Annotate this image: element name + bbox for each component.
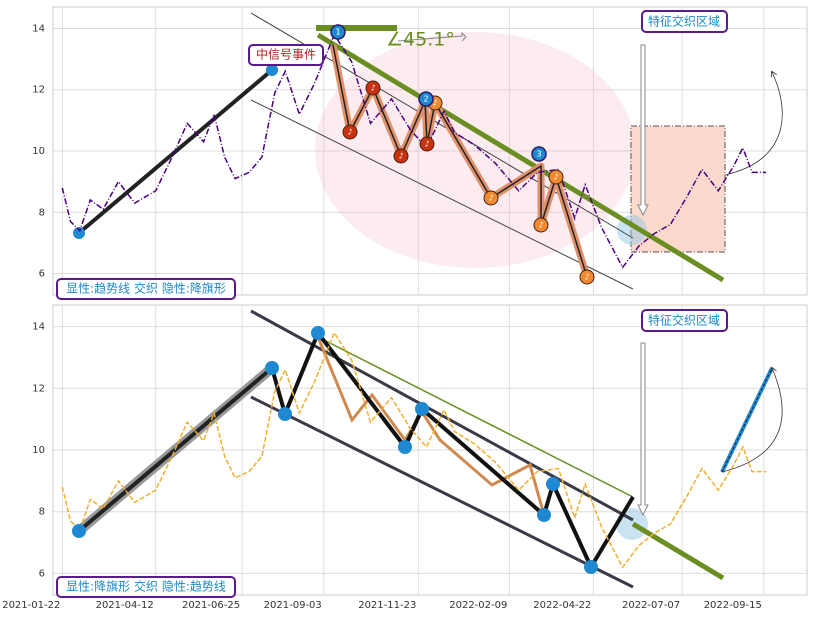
pattern-label: 显性:降旗形 交织 隐性:趋势线 [66, 579, 226, 594]
curve-arrow [721, 368, 783, 473]
pivot [537, 508, 551, 522]
note-icon: ♪ [432, 99, 437, 108]
channel-lower [250, 395, 634, 589]
y-tick-label: 8 [39, 507, 45, 518]
note-circle [393, 148, 409, 164]
pivot [546, 477, 560, 491]
note-icon: ♪ [424, 140, 429, 149]
trend-black [77, 68, 274, 235]
note-circle [342, 124, 358, 140]
pattern-box [56, 576, 236, 598]
top-decor [73, 12, 783, 290]
pivot [72, 524, 86, 538]
note-circle [419, 136, 435, 152]
trend-thin [317, 336, 634, 498]
note-icon: ♪ [538, 221, 543, 230]
note-circle [548, 169, 564, 185]
zone-label: 特征交织区域 [648, 14, 720, 29]
zone-arrow [637, 342, 649, 517]
note-icon: ♪ [347, 128, 352, 137]
price-line [61, 331, 767, 569]
curve-arrow [724, 72, 783, 176]
angle-arrow [397, 31, 467, 42]
x-tick-label: 2022-07-07 [622, 600, 680, 611]
price-lines [61, 32, 767, 569]
x-tick-label: 2021-01-22 [2, 600, 60, 611]
event-label: 中信号事件 [256, 47, 316, 62]
note-icon: ♪ [488, 194, 493, 203]
y-tick-label: 8 [39, 207, 45, 218]
highlight-ellipse [315, 32, 635, 268]
zone-arrow [637, 44, 649, 217]
x-tick-label: 2022-02-09 [449, 600, 507, 611]
y-tick-label: 6 [39, 568, 45, 579]
pivots [72, 326, 598, 574]
pivot [398, 440, 412, 454]
note-icon: ♪ [553, 173, 558, 182]
channel-lower [250, 99, 634, 290]
zone-box [641, 309, 728, 332]
x-tick-label: 2021-06-25 [182, 600, 240, 611]
y-tick-label: 6 [39, 269, 45, 280]
markers: 1 2 3 [330, 24, 547, 162]
pivot [278, 407, 292, 421]
x-tick-label: 2021-09-03 [264, 600, 322, 611]
note-circle [483, 190, 499, 206]
pivot [265, 361, 279, 375]
pivot [73, 227, 85, 239]
note-circle [533, 217, 549, 233]
note-icon: ♪ [584, 273, 589, 282]
y-tick-label: 10 [32, 445, 45, 456]
grid [53, 7, 807, 595]
zone-label: 特征交织区域 [648, 313, 720, 328]
note-circle [579, 269, 595, 285]
pattern-box [56, 278, 236, 300]
pivot [415, 402, 429, 416]
pivot [311, 326, 325, 340]
marker-label: 3 [536, 150, 541, 159]
x-tick-label: 2021-04-12 [96, 600, 154, 611]
price-line [61, 32, 767, 269]
pivot [266, 64, 278, 76]
marker [330, 24, 346, 40]
event-box [248, 44, 324, 66]
pivot [584, 560, 598, 574]
zone-box [641, 10, 728, 33]
pattern-label: 显性:趋势线 交织 隐性:降旗形 [66, 281, 226, 296]
trend-green [316, 32, 725, 283]
y-tick-label: 14 [32, 23, 45, 34]
y-tick-label: 14 [32, 322, 45, 333]
y-tick-label: 12 [32, 383, 45, 394]
x-tick-label: 2022-09-15 [704, 600, 762, 611]
marker-label: 1 [335, 28, 340, 37]
y-tick-label: 10 [32, 146, 45, 157]
marker [531, 146, 547, 162]
x-tick-label: 2022-04-22 [533, 600, 591, 611]
x-tick-label: 2021-11-23 [358, 600, 416, 611]
projection-core [721, 367, 773, 473]
trend-green [631, 521, 725, 581]
zigzag-core [332, 44, 588, 278]
y-tick-label: 12 [32, 85, 45, 96]
note-icon: ♪ [370, 84, 375, 93]
note-circle [365, 80, 381, 96]
note-icons: ♪ ♪ ♪ ♪ ♪ ♪ ♪ ♪ ♪ [342, 80, 595, 285]
marker [418, 91, 434, 107]
note-icon: ♪ [398, 152, 403, 161]
marker-label: 2 [423, 95, 428, 104]
angle-label: ∠45.1° [386, 29, 455, 51]
